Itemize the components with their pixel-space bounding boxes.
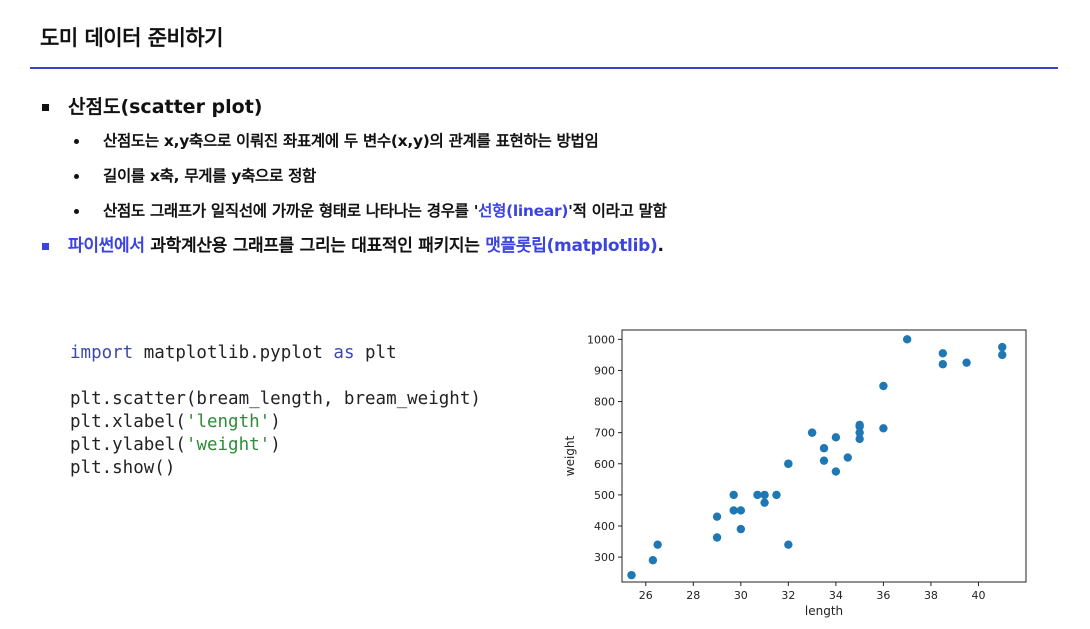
x-tick-label: 26 bbox=[639, 589, 653, 602]
square-bullet-icon bbox=[42, 243, 49, 250]
code-xlabel-close: ) bbox=[270, 412, 281, 432]
x-tick-label: 32 bbox=[781, 589, 795, 602]
x-axis-ticks: 26 28 30 32 34 36 38 40 bbox=[639, 582, 985, 602]
x-tick-label: 36 bbox=[876, 589, 890, 602]
y-axis-ticks: 300 400 500 600 700 800 900 1000 bbox=[587, 333, 622, 564]
y-tick-label: 800 bbox=[594, 396, 615, 409]
scatter-point bbox=[784, 540, 793, 549]
bullet-text-mid: 과학계산용 그래프를 그리는 대표적인 패키지는 bbox=[144, 236, 486, 256]
sub-bullet-text: 길이를 x축, 무게를 y축으로 정함 bbox=[103, 167, 316, 185]
sub-bullet-text-post: '적 이라고 말함 bbox=[568, 202, 667, 220]
scatter-point bbox=[753, 490, 762, 500]
code-xlabel-call: plt.xlabel( bbox=[70, 412, 186, 432]
code-string-length: 'length' bbox=[185, 412, 271, 432]
scatter-point bbox=[729, 506, 738, 515]
code-ylabel-close: ) bbox=[270, 435, 281, 455]
scatter-point bbox=[712, 533, 722, 542]
scatter-point bbox=[627, 570, 636, 580]
y-tick-label: 400 bbox=[594, 520, 615, 533]
scatter-point bbox=[843, 453, 852, 462]
x-tick-label: 34 bbox=[829, 589, 843, 602]
title-divider bbox=[30, 67, 1058, 69]
scatter-point bbox=[729, 490, 738, 500]
scatter-point bbox=[938, 360, 948, 369]
y-tick-label: 300 bbox=[594, 551, 615, 564]
scatter-point bbox=[819, 456, 829, 465]
dot-bullet-icon bbox=[74, 139, 79, 144]
code-alias: plt bbox=[354, 343, 397, 363]
code-block: import matplotlib.pyplot as plt plt.scat… bbox=[70, 342, 481, 480]
scatter-point bbox=[855, 428, 864, 437]
scatter-point bbox=[736, 524, 746, 534]
code-module: matplotlib.pyplot bbox=[133, 343, 334, 363]
y-tick-label: 900 bbox=[594, 364, 615, 377]
scatter-point bbox=[760, 490, 769, 500]
x-axis-label: length bbox=[805, 604, 843, 618]
sub-bullet-text: 산점도는 x,y축으로 이뤄진 좌표계에 두 변수(x,y)의 관계를 표현하는… bbox=[103, 132, 599, 150]
scatter-point bbox=[938, 349, 948, 358]
dot-bullet-icon bbox=[74, 209, 79, 214]
scatter-point bbox=[831, 433, 841, 442]
scatter-point bbox=[772, 490, 781, 500]
scatter-point bbox=[998, 350, 1007, 360]
sub-bullet-linear: 산점도 그래프가 일직선에 가까운 형태로 나타나는 경우를 '선형(linea… bbox=[40, 196, 1070, 231]
y-tick-label: 600 bbox=[594, 458, 615, 471]
code-ylabel-call: plt.ylabel( bbox=[70, 435, 186, 455]
page-title: 도미 데이터 준비하기 bbox=[40, 26, 224, 50]
linear-highlight: 선형(linear) bbox=[478, 202, 569, 220]
y-tick-label: 700 bbox=[594, 427, 615, 440]
y-axis-label: weight bbox=[563, 435, 577, 476]
scatter-point bbox=[648, 556, 658, 565]
bullet-list: 산점도(scatter plot) 산점도는 x,y축으로 이뤄진 좌표계에 두… bbox=[40, 92, 1070, 265]
x-tick-label: 38 bbox=[924, 589, 938, 602]
scatter-point bbox=[736, 506, 746, 515]
scatter-point bbox=[760, 498, 769, 507]
sub-bullet-axes: 길이를 x축, 무게를 y축으로 정함 bbox=[40, 161, 1070, 196]
scatter-point bbox=[831, 467, 841, 476]
scatter-point bbox=[879, 424, 888, 433]
code-line-scatter: plt.scatter(bream_length, bream_weight) bbox=[70, 389, 481, 409]
scatter-point bbox=[998, 342, 1007, 352]
scatter-point bbox=[879, 381, 888, 391]
scatter-point bbox=[819, 444, 829, 453]
scatter-point bbox=[712, 512, 722, 521]
bullet-matplotlib: 파이썬에서 과학계산용 그래프를 그리는 대표적인 패키지는 맷플롯립(matp… bbox=[40, 231, 1070, 265]
plot-frame bbox=[621, 329, 1027, 583]
x-tick-label: 30 bbox=[734, 589, 748, 602]
scatter-point bbox=[962, 358, 971, 367]
bullet-scatter-plot: 산점도(scatter plot) bbox=[40, 92, 1070, 126]
scatter-points bbox=[627, 335, 1007, 580]
x-tick-label: 40 bbox=[971, 589, 985, 602]
scatter-point bbox=[855, 434, 864, 444]
matplotlib-highlight: 맷플롯립(matplotlib) bbox=[485, 236, 658, 256]
bullet-text-end: . bbox=[657, 236, 664, 256]
scatter-point bbox=[807, 428, 817, 437]
sub-bullet-definition: 산점도는 x,y축으로 이뤄진 좌표계에 두 변수(x,y)의 관계를 표현하는… bbox=[40, 126, 1070, 161]
python-highlight: 파이썬에서 bbox=[68, 236, 145, 256]
x-tick-label: 28 bbox=[686, 589, 700, 602]
code-string-weight: 'weight' bbox=[185, 435, 271, 455]
scatter-point bbox=[902, 335, 912, 344]
scatter-point bbox=[653, 540, 662, 549]
scatter-point bbox=[855, 422, 864, 431]
scatter-chart: 26 28 30 32 34 36 38 40 300 400 500 600 700 800 900 10… bbox=[563, 329, 1027, 618]
sub-bullet-text-pre: 산점도 그래프가 일직선에 가까운 형태로 나타나는 경우를 ' bbox=[103, 202, 479, 220]
square-bullet-icon bbox=[42, 104, 49, 111]
y-tick-label: 500 bbox=[594, 489, 615, 502]
bullet-main-text: 산점도(scatter plot) bbox=[68, 96, 263, 118]
code-keyword-import: import bbox=[70, 343, 134, 363]
code-keyword-as: as bbox=[333, 343, 355, 363]
y-tick-label: 1000 bbox=[587, 333, 615, 346]
scatter-point bbox=[784, 459, 793, 468]
code-line-show: plt.show() bbox=[70, 458, 176, 478]
dot-bullet-icon bbox=[74, 174, 79, 179]
